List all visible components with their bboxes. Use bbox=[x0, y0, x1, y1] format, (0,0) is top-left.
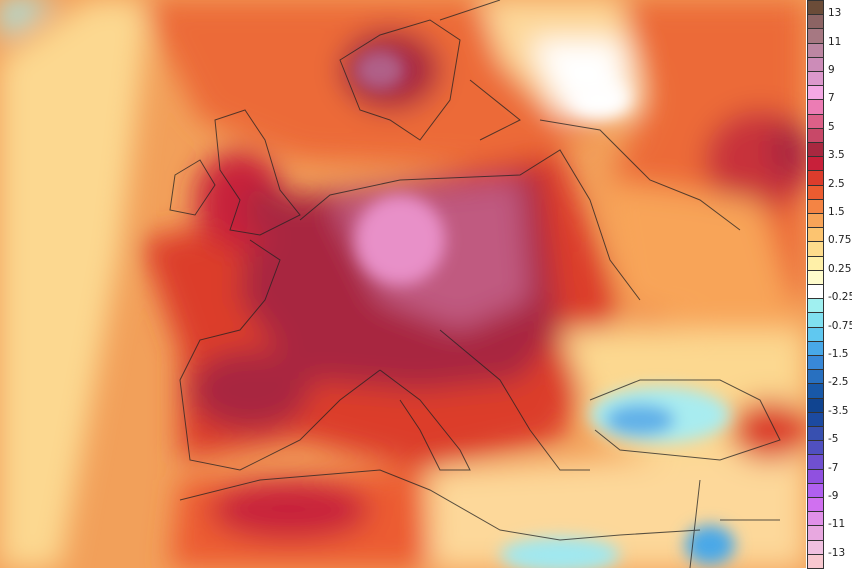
colorbar-label: 2.5 bbox=[828, 177, 845, 190]
colorbar-swatch bbox=[807, 397, 824, 413]
colorbar-swatch bbox=[807, 0, 824, 16]
colorbar-swatch bbox=[807, 255, 824, 271]
colorbar-swatch bbox=[807, 312, 824, 328]
coastlines-and-borders bbox=[169, 0, 781, 568]
colorbar-swatch bbox=[807, 539, 824, 555]
colorbar-swatch bbox=[807, 383, 824, 399]
colorbar-label: 1.5 bbox=[828, 206, 845, 218]
colorbar-swatch bbox=[807, 113, 824, 129]
colorbar-swatch bbox=[807, 184, 824, 200]
colorbar-label: 3.5 bbox=[828, 149, 845, 162]
colorbar-swatch bbox=[807, 369, 824, 385]
colorbar-label: 13 bbox=[828, 7, 842, 20]
colorbar-swatch bbox=[807, 326, 824, 342]
colorbar-swatch bbox=[807, 42, 824, 58]
colorbar-label: -5 bbox=[828, 433, 839, 446]
colorbar-label: 9 bbox=[828, 64, 835, 76]
colorbar-swatch bbox=[807, 426, 824, 442]
anomaly-field bbox=[0, 0, 806, 568]
colorbar-swatch bbox=[807, 56, 824, 72]
colorbar-swatch bbox=[807, 340, 824, 356]
colorbar-swatch bbox=[807, 553, 824, 569]
colorbar-label: -13 bbox=[828, 546, 846, 559]
colorbar-swatch bbox=[807, 497, 824, 513]
colorbar-label: -0.25 bbox=[828, 291, 852, 304]
colorbar-swatch bbox=[807, 298, 824, 314]
colorbar-label: -1.5 bbox=[828, 348, 849, 360]
colorbar-swatch bbox=[807, 284, 824, 300]
colorbar-label: 0.75 bbox=[828, 234, 852, 247]
colorbar-swatch bbox=[807, 14, 824, 30]
colorbar-swatch bbox=[807, 454, 824, 470]
colorbar-label: -0.75 bbox=[828, 319, 852, 332]
colorbar-swatch bbox=[807, 482, 824, 498]
colorbar-label: 0.25 bbox=[828, 262, 852, 275]
colorbar-swatch bbox=[807, 440, 824, 456]
colorbar-legend: 13 11 9 7 5 3.5 2.5 1.5 0.75 0.25 -0.25 -0.75 -1.5 -2… bbox=[806, 0, 852, 569]
colorbar-swatch bbox=[807, 241, 824, 257]
colorbar-swatch bbox=[807, 269, 824, 285]
colorbar-label: -11 bbox=[828, 518, 846, 531]
colorbar-swatch bbox=[807, 411, 824, 427]
colorbar-swatch bbox=[807, 198, 824, 214]
colorbar-swatch bbox=[807, 28, 824, 44]
colorbar-label: 7 bbox=[828, 92, 835, 105]
colorbar-swatch bbox=[807, 127, 824, 143]
colorbar-swatch bbox=[807, 170, 824, 186]
colorbar-swatch bbox=[807, 511, 824, 527]
colorbar-swatch bbox=[807, 99, 824, 115]
colorbar-label: -7 bbox=[828, 461, 839, 474]
colorbar-swatch bbox=[807, 142, 824, 158]
colorbar-swatch bbox=[807, 71, 824, 87]
colorbar-label: 5 bbox=[828, 120, 835, 133]
colorbar-swatch bbox=[807, 227, 824, 243]
colorbar-swatch bbox=[807, 468, 824, 484]
colorbar-swatch bbox=[807, 85, 824, 101]
colorbar-label: -9 bbox=[828, 490, 839, 502]
temperature-anomaly-map bbox=[0, 0, 806, 568]
colorbar-swatch bbox=[807, 156, 824, 172]
colorbar-swatch bbox=[807, 355, 824, 371]
colorbar-swatch bbox=[807, 213, 824, 229]
colorbar-label: 11 bbox=[828, 35, 842, 48]
colorbar-label: -2.5 bbox=[828, 376, 849, 389]
colorbar-label: -3.5 bbox=[828, 404, 849, 417]
colorbar-swatch bbox=[807, 525, 824, 541]
